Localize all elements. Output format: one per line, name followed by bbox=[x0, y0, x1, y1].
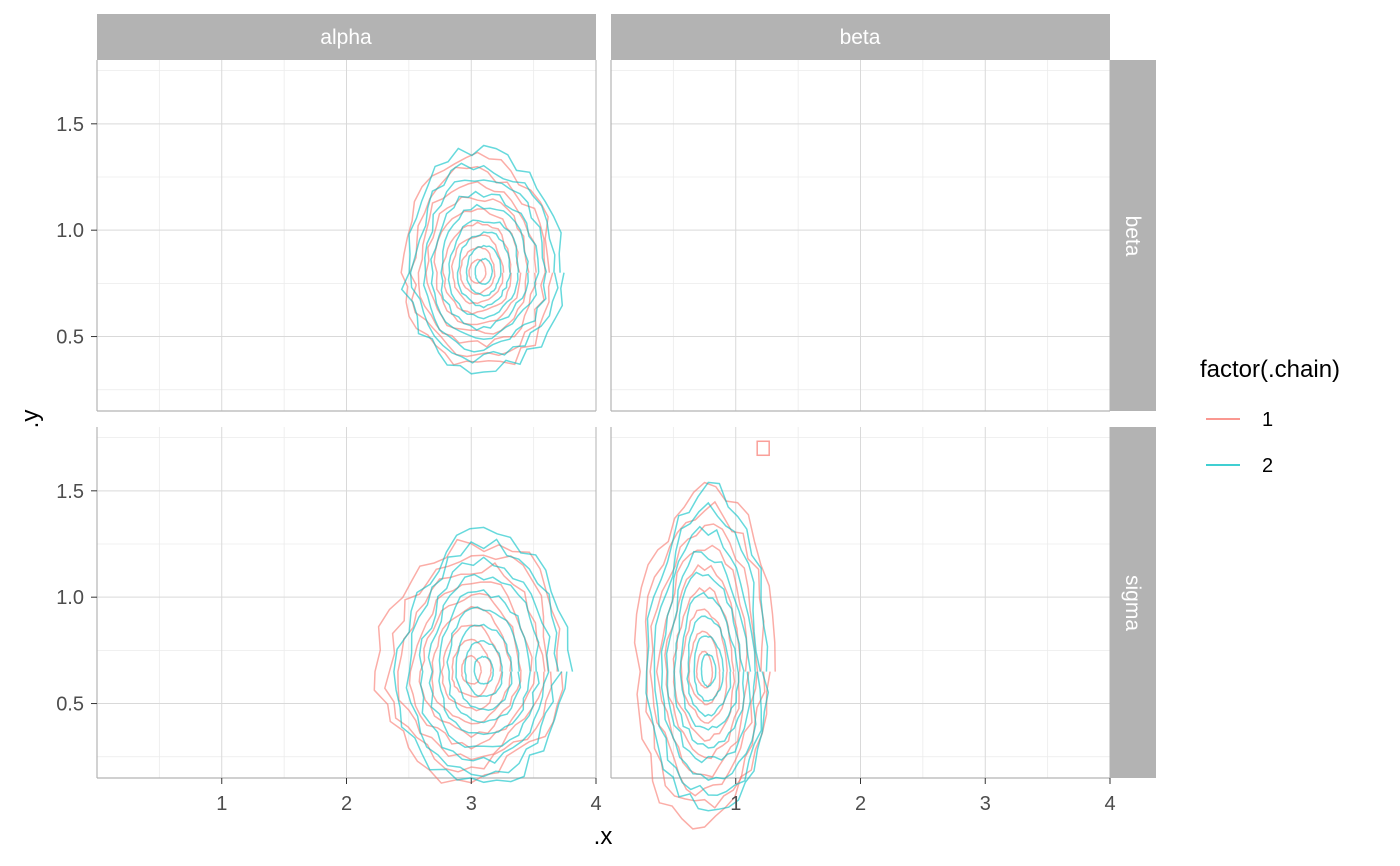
panel-alpha-sigma bbox=[96, 427, 597, 784]
contour-chain-2-level-5 bbox=[438, 589, 531, 736]
x-axis-title: .x bbox=[594, 823, 613, 850]
x-tick-label-alpha: 1 bbox=[216, 793, 227, 815]
contour-chain-1-level-9 bbox=[373, 538, 564, 784]
x-tick-label-alpha: 3 bbox=[466, 793, 477, 815]
panel-alpha-beta bbox=[96, 60, 597, 412]
y-tick-label-sigma: 1.0 bbox=[56, 587, 84, 609]
contour-chain-2-level-9 bbox=[400, 144, 565, 375]
strip-col-alpha bbox=[97, 14, 596, 60]
contour-chain-1-level-5 bbox=[664, 563, 741, 760]
contour-chain-2-level-1 bbox=[473, 655, 495, 685]
contour-chain-1-level-1 bbox=[468, 258, 487, 284]
y-tick-label-beta: 1.0 bbox=[56, 220, 84, 242]
contour-chain-1-level-3 bbox=[440, 624, 503, 712]
ticks-layer: 0.5 1.0 1.5 0.5 1.0 1.5 1 2 3 4 1 2 3 4 bbox=[56, 114, 1115, 815]
contour-chain-2-level-6 bbox=[430, 190, 540, 341]
contour-chain-2-level-2 bbox=[464, 640, 504, 698]
contour-chain-2-level-1 bbox=[700, 652, 717, 688]
contour-chain-2-level-2 bbox=[693, 635, 725, 702]
x-tick-label-alpha: 2 bbox=[341, 793, 352, 815]
contour-chain-2-level-7 bbox=[418, 556, 551, 765]
strip-label-col-alpha: alpha bbox=[320, 26, 372, 49]
contour-chain-2-level-4 bbox=[446, 606, 522, 724]
contour-chain-2-level-8 bbox=[405, 538, 563, 778]
strip-row-beta bbox=[1110, 60, 1156, 411]
strip-label-row-sigma: sigma bbox=[1121, 575, 1144, 631]
contour-chain-2-level-7 bbox=[422, 179, 548, 353]
strip-row-sigma bbox=[1110, 427, 1156, 778]
contour-chain-1-level-2 bbox=[459, 246, 496, 295]
contour-chain-2-level-8 bbox=[409, 162, 559, 364]
x-tick-label-beta: 4 bbox=[1104, 793, 1115, 815]
contour-chain-1-level-1 bbox=[461, 654, 483, 685]
contour-chain-1-level-3 bbox=[450, 234, 505, 305]
y-tick-label-sigma: 0.5 bbox=[56, 694, 84, 716]
contour-chain-2-level-9 bbox=[645, 481, 770, 812]
contour-chain-1-level-9 bbox=[400, 151, 554, 366]
panel-beta-sigma bbox=[610, 427, 1111, 830]
contour-chain-2-level-6 bbox=[665, 550, 752, 764]
contour-chain-1-level-4 bbox=[672, 586, 736, 742]
y-tick-label-beta: 1.5 bbox=[56, 114, 84, 136]
contour-chain-2-level-3 bbox=[455, 623, 513, 711]
contour-chain-2-level-3 bbox=[456, 231, 512, 309]
contour-chain-1-level-6 bbox=[655, 544, 750, 778]
contour-chain-1-level-9 bbox=[633, 481, 776, 830]
legend-label-chain-2: 2 bbox=[1262, 455, 1273, 477]
contour-chain-1-level-4 bbox=[441, 221, 512, 315]
y-axis-title: .y bbox=[17, 410, 44, 429]
strip-col-beta bbox=[611, 14, 1110, 60]
contour-chain-2-level-2 bbox=[465, 244, 502, 297]
contour-chain-2-level-4 bbox=[447, 219, 520, 320]
contour-chain-2-level-6 bbox=[427, 573, 540, 748]
strip-label-row-beta: beta bbox=[1121, 216, 1144, 257]
contour-chain-1-level-8 bbox=[383, 554, 553, 773]
x-tick-label-beta: 1 bbox=[730, 793, 741, 815]
contour-chain-1-level-5 bbox=[433, 208, 522, 326]
contour-chain-1-level-7 bbox=[397, 562, 546, 761]
contour-chain-1-level-7 bbox=[417, 180, 537, 348]
contour-chain-1-level-2 bbox=[451, 638, 493, 698]
x-tick-label-beta: 2 bbox=[855, 793, 866, 815]
panel-beta-beta bbox=[610, 60, 1111, 412]
contour-chain-1-level-5 bbox=[418, 592, 522, 739]
contour-chain-1-level-7 bbox=[649, 523, 759, 797]
contour-chain-2-level-8 bbox=[653, 501, 763, 796]
y-tick-label-beta: 0.5 bbox=[56, 327, 84, 349]
x-tick-label-alpha: 4 bbox=[590, 793, 601, 815]
contour-chain-2-level-4 bbox=[679, 591, 740, 731]
contour-chain-2-level-9 bbox=[393, 526, 574, 784]
y-tick-label-sigma: 1.5 bbox=[56, 481, 84, 503]
contour-chain-2-level-5 bbox=[440, 203, 529, 331]
panels-layer bbox=[96, 60, 1111, 830]
legend-label-chain-1: 1 bbox=[1262, 409, 1273, 431]
contour-chain-2-level-5 bbox=[673, 571, 745, 749]
contour-chain-1-isolated bbox=[756, 440, 770, 457]
legend-title: factor(.chain) bbox=[1200, 356, 1340, 383]
contour-chain-2-level-3 bbox=[686, 615, 732, 718]
strip-label-col-beta: beta bbox=[840, 26, 881, 49]
contour-chain-2-level-7 bbox=[660, 525, 757, 781]
x-tick-label-beta: 3 bbox=[980, 793, 991, 815]
contour-chain-2-level-1 bbox=[474, 257, 494, 285]
contour-chain-1-level-3 bbox=[680, 608, 728, 724]
